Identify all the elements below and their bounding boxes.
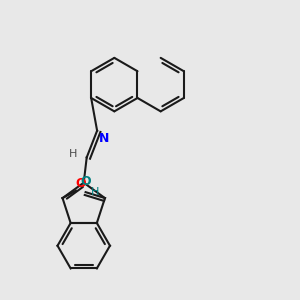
Text: O: O (76, 177, 86, 190)
Text: H: H (69, 149, 77, 160)
Text: N: N (99, 132, 109, 145)
Text: O: O (80, 175, 91, 188)
Text: H: H (92, 187, 100, 197)
